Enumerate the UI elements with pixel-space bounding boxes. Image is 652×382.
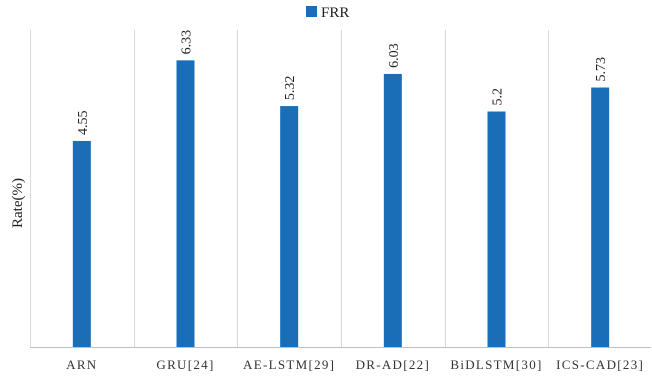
data-label: 4.55 [76,110,91,135]
x-tick-label: DR-AD[22] [356,357,431,372]
bar [383,73,402,348]
x-tick-label: ARN [66,357,97,372]
data-label: 5.2 [491,88,506,106]
chart-legend: FRR [306,5,349,21]
bars-series-frr [72,60,610,348]
bar [487,111,506,347]
data-labels: 4.55 6.33 5.32 6.03 5.2 5.73 [76,30,609,135]
data-label: 5.73 [594,57,609,82]
data-label: 5.32 [283,76,298,101]
legend-swatch-frr [306,6,317,17]
data-label: 6.33 [180,30,195,55]
category-separators [30,30,549,347]
x-axis-tick-labels: ARN GRU[24] AE-LSTM[29] DR-AD[22] BiDLSTM[30… [66,357,644,372]
bar [72,140,91,347]
bar [591,87,610,348]
bar [280,106,299,347]
x-tick-label: AE-LSTM[29] [243,357,335,372]
x-tick-label: ICS-CAD[23] [556,357,644,372]
y-axis-title: Rate(%) [10,178,26,228]
data-label: 6.03 [387,43,402,68]
x-tick-label: BiDLSTM[30] [450,357,542,372]
x-tick-label: GRU[24] [156,357,214,372]
bar [176,60,195,347]
legend-label-frr: FRR [321,5,349,21]
